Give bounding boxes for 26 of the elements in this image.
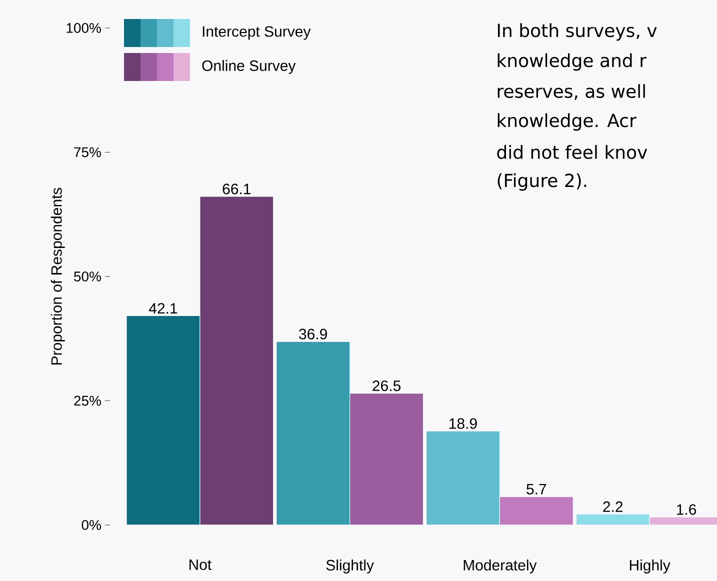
annotation: knowledge and r [498, 53, 646, 71]
annotation: (Figure 2). [498, 173, 586, 191]
y-tick-label: 0% [82, 520, 101, 530]
data-label: 5.7 [526, 484, 546, 494]
x-tick-label: Slightly [326, 560, 374, 574]
data-label: 2.2 [603, 501, 623, 512]
data-label: 26.5 [372, 380, 401, 392]
data-label: 66.1 [222, 184, 251, 194]
legend-label: Intercept Survey [202, 26, 311, 40]
y-tick-label: 75% [74, 147, 101, 158]
x-tick-label: Highly [630, 560, 670, 574]
y-tick-label: 50% [74, 272, 101, 282]
y-tick-label: 100% [66, 23, 101, 33]
annotation: knowledge. Acr [498, 113, 636, 131]
y-axis-title: Proportion of Respondents [50, 188, 65, 364]
data-label: 1.6 [677, 504, 696, 515]
data-label: 36.9 [299, 328, 327, 340]
annotation: did not feel knov [497, 145, 648, 159]
data-label: 42.1 [148, 303, 178, 314]
annotation: In both surveys, v [498, 23, 657, 41]
x-tick-label: Moderately [464, 560, 537, 574]
legend-label: Online Survey [202, 60, 296, 74]
x-tick-label: Not [189, 560, 212, 570]
y-tick-label: 25% [74, 396, 101, 406]
data-label: 18.9 [450, 418, 477, 429]
annotation: reserves, as well [498, 84, 645, 100]
